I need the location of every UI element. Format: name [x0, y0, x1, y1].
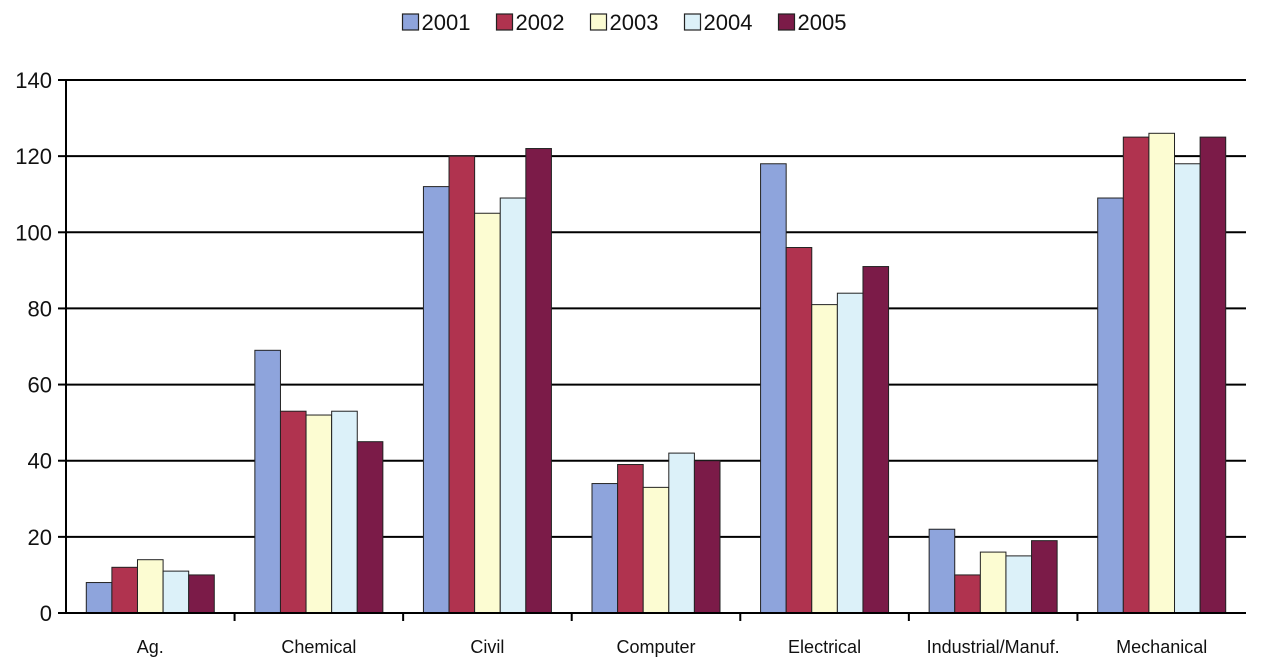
- bar-2005-2: [525, 148, 552, 614]
- bar-2005-1: [356, 441, 384, 614]
- bar-2001-0: [85, 582, 113, 614]
- bar-2001-5: [928, 528, 956, 614]
- bar-2002-6: [1122, 136, 1150, 614]
- bar-2004-0: [162, 570, 190, 614]
- legend-swatch: [401, 13, 420, 31]
- legend-swatch: [589, 13, 608, 31]
- y-tick-label: 80: [28, 296, 52, 321]
- bar-2005-3: [693, 460, 721, 614]
- bar-2001-6: [1097, 197, 1124, 614]
- gridlines: [66, 79, 1246, 538]
- legend-swatch: [495, 13, 514, 31]
- bar-2001-2: [422, 186, 450, 614]
- bar-2003-3: [642, 486, 670, 614]
- bar-2005-6: [1199, 136, 1227, 614]
- legend-label: 2004: [704, 10, 753, 35]
- x-category-labels: Ag. Chemical Civil Computer Electrical Indust…: [137, 637, 1207, 657]
- bar-2001-1: [254, 349, 281, 614]
- y-tick-label: 60: [28, 373, 52, 398]
- bars: [85, 132, 1227, 614]
- bar-2003-0: [136, 559, 164, 614]
- x-category-label: Civil: [470, 637, 504, 657]
- bar-2005-4: [862, 266, 890, 614]
- bar-2003-5: [979, 551, 1007, 614]
- y-tick-label: 0: [40, 601, 52, 626]
- bar-2003-6: [1148, 132, 1176, 614]
- x-category-label: Chemical: [281, 637, 356, 657]
- legend-item-2004: 2004: [683, 10, 753, 35]
- axes: [58, 79, 1246, 621]
- y-tick-label: 100: [15, 220, 52, 245]
- bar-2004-5: [1005, 555, 1033, 614]
- bar-2002-0: [111, 566, 138, 614]
- legend-label: 2003: [610, 10, 659, 35]
- bar-2002-2: [448, 155, 476, 614]
- bar-2004-6: [1174, 163, 1201, 614]
- x-category-label: Electrical: [788, 637, 861, 657]
- legend-label: 2005: [798, 10, 847, 35]
- legend-item-2001: 2001: [401, 10, 471, 35]
- bar-2002-3: [617, 464, 644, 614]
- legend-item-2002: 2002: [495, 10, 565, 35]
- legend-swatch: [777, 13, 796, 31]
- bar-2004-2: [499, 197, 527, 614]
- bar-2005-0: [188, 574, 215, 614]
- bar-2004-4: [836, 292, 864, 614]
- bar-2002-1: [279, 410, 307, 614]
- legend-label: 2001: [422, 10, 471, 35]
- legend-label: 2002: [516, 10, 565, 35]
- y-tick-labels: 0 20 40 60 80 100 120 140: [15, 68, 52, 626]
- legend-item-2003: 2003: [589, 10, 659, 35]
- bar-2001-3: [591, 483, 619, 614]
- x-category-label: Ag.: [137, 637, 164, 657]
- bar-2003-4: [811, 304, 838, 614]
- bar-2002-4: [785, 247, 813, 614]
- y-tick-label: 140: [15, 68, 52, 93]
- y-tick-label: 120: [15, 144, 52, 169]
- bar-2004-3: [668, 452, 695, 614]
- bar-2004-1: [331, 410, 358, 614]
- legend: 2001 2002 2003 2004 2005: [401, 10, 847, 35]
- legend-item-2005: 2005: [777, 10, 847, 35]
- bar-2003-1: [305, 414, 333, 614]
- y-tick-label: 20: [28, 525, 52, 550]
- x-category-label: Computer: [616, 637, 695, 657]
- y-tick-label: 40: [28, 449, 52, 474]
- legend-swatch: [683, 13, 702, 31]
- bar-2002-5: [954, 574, 981, 614]
- bar-2001-4: [760, 163, 787, 614]
- x-category-label: Mechanical: [1116, 637, 1207, 657]
- x-category-label: Industrial/Manuf.: [927, 637, 1060, 657]
- bar-2003-2: [474, 212, 501, 614]
- bar-2005-5: [1031, 540, 1058, 614]
